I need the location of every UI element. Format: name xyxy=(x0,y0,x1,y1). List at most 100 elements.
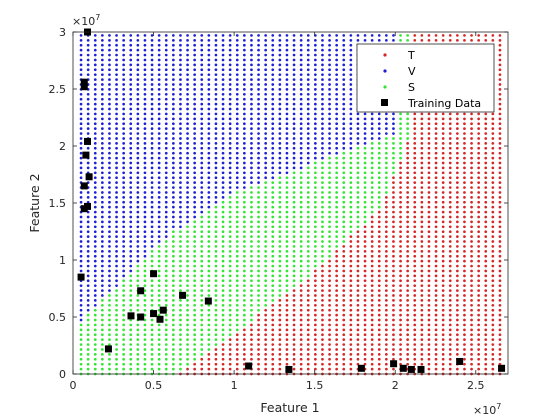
region-point-t xyxy=(321,333,324,337)
region-point-v xyxy=(136,107,140,111)
region-point-v xyxy=(214,34,218,37)
region-point-v xyxy=(108,284,111,288)
region-point-t xyxy=(335,323,338,327)
region-point-t xyxy=(441,274,445,278)
region-point-t xyxy=(349,303,353,307)
region-point-t xyxy=(491,289,495,292)
region-point-t xyxy=(385,200,388,204)
region-point-v xyxy=(257,166,260,170)
region-point-t xyxy=(342,318,346,322)
region-point-t xyxy=(434,362,438,366)
region-point-v xyxy=(129,137,133,140)
region-point-s xyxy=(228,308,232,312)
region-point-v xyxy=(356,132,360,135)
region-point-v xyxy=(129,48,133,52)
region-point-t xyxy=(420,303,424,307)
region-point-v xyxy=(101,102,104,106)
region-point-v xyxy=(221,117,225,121)
region-point-t xyxy=(491,323,495,327)
region-point-t xyxy=(385,245,388,248)
region-point-s xyxy=(228,284,232,288)
region-point-s xyxy=(214,299,218,302)
region-point-v xyxy=(79,235,83,238)
region-point-t xyxy=(448,362,452,366)
region-point-t xyxy=(484,122,488,126)
region-point-v xyxy=(164,83,168,86)
region-point-t xyxy=(207,362,211,366)
region-point-t xyxy=(377,313,381,317)
region-point-v xyxy=(115,112,118,116)
region-point-t xyxy=(406,303,409,307)
region-point-s xyxy=(250,220,253,224)
region-point-v xyxy=(207,132,211,135)
region-point-v xyxy=(285,117,289,121)
region-point-t xyxy=(243,343,246,346)
region-point-s xyxy=(314,254,317,258)
region-point-v xyxy=(93,205,97,209)
region-point-s xyxy=(115,333,118,337)
region-point-v xyxy=(250,63,253,67)
region-point-t xyxy=(342,289,346,292)
region-point-t xyxy=(456,289,459,292)
region-point-v xyxy=(306,127,310,130)
region-point-t xyxy=(314,289,317,292)
region-point-t xyxy=(456,146,459,150)
region-point-s xyxy=(328,161,331,165)
region-point-t xyxy=(420,259,424,263)
region-point-v xyxy=(207,176,211,180)
region-point-s xyxy=(363,146,367,150)
region-point-t xyxy=(271,362,275,366)
region-point-t xyxy=(427,117,431,121)
region-point-s xyxy=(214,215,218,219)
region-point-s xyxy=(186,313,189,317)
region-point-v xyxy=(172,132,175,135)
region-point-s xyxy=(243,318,246,322)
region-point-v xyxy=(221,186,225,189)
region-point-v xyxy=(115,279,118,283)
region-point-t xyxy=(434,323,438,327)
region-point-t xyxy=(342,274,346,278)
region-point-t xyxy=(328,328,331,332)
region-point-v xyxy=(129,269,133,273)
region-point-v xyxy=(299,58,303,62)
region-point-v xyxy=(150,156,154,160)
region-point-t xyxy=(420,142,424,145)
region-point-v xyxy=(157,63,161,67)
region-point-v xyxy=(193,205,196,209)
region-point-t xyxy=(456,259,459,263)
region-point-t xyxy=(413,284,417,288)
region-point-s xyxy=(235,308,239,312)
region-point-t xyxy=(406,220,409,224)
region-point-v xyxy=(314,122,317,126)
region-point-v xyxy=(150,122,154,126)
region-point-t xyxy=(399,333,402,337)
region-point-v xyxy=(335,132,338,135)
region-point-t xyxy=(356,245,360,248)
region-point-v xyxy=(214,181,218,184)
region-point-s xyxy=(285,181,289,184)
region-point-s xyxy=(335,191,338,194)
region-point-v xyxy=(115,166,118,170)
region-point-t xyxy=(321,357,324,361)
region-point-v xyxy=(321,38,324,42)
region-point-s xyxy=(207,333,211,337)
region-point-v xyxy=(264,92,267,96)
region-point-v xyxy=(349,97,353,101)
region-point-v xyxy=(278,63,282,67)
region-point-t xyxy=(427,200,431,204)
region-point-t xyxy=(214,362,218,366)
region-point-t xyxy=(200,367,204,371)
region-point-v xyxy=(179,78,182,81)
region-point-s xyxy=(335,166,338,170)
region-point-t xyxy=(413,186,417,189)
region-point-t xyxy=(484,264,488,268)
region-point-s xyxy=(257,269,260,273)
region-point-v xyxy=(335,107,338,111)
region-point-v xyxy=(285,78,289,81)
region-point-v xyxy=(186,137,189,140)
region-point-t xyxy=(427,249,431,253)
region-point-t xyxy=(498,294,502,297)
region-point-v xyxy=(228,53,232,57)
region-point-v xyxy=(235,78,239,81)
region-point-v xyxy=(157,146,161,150)
